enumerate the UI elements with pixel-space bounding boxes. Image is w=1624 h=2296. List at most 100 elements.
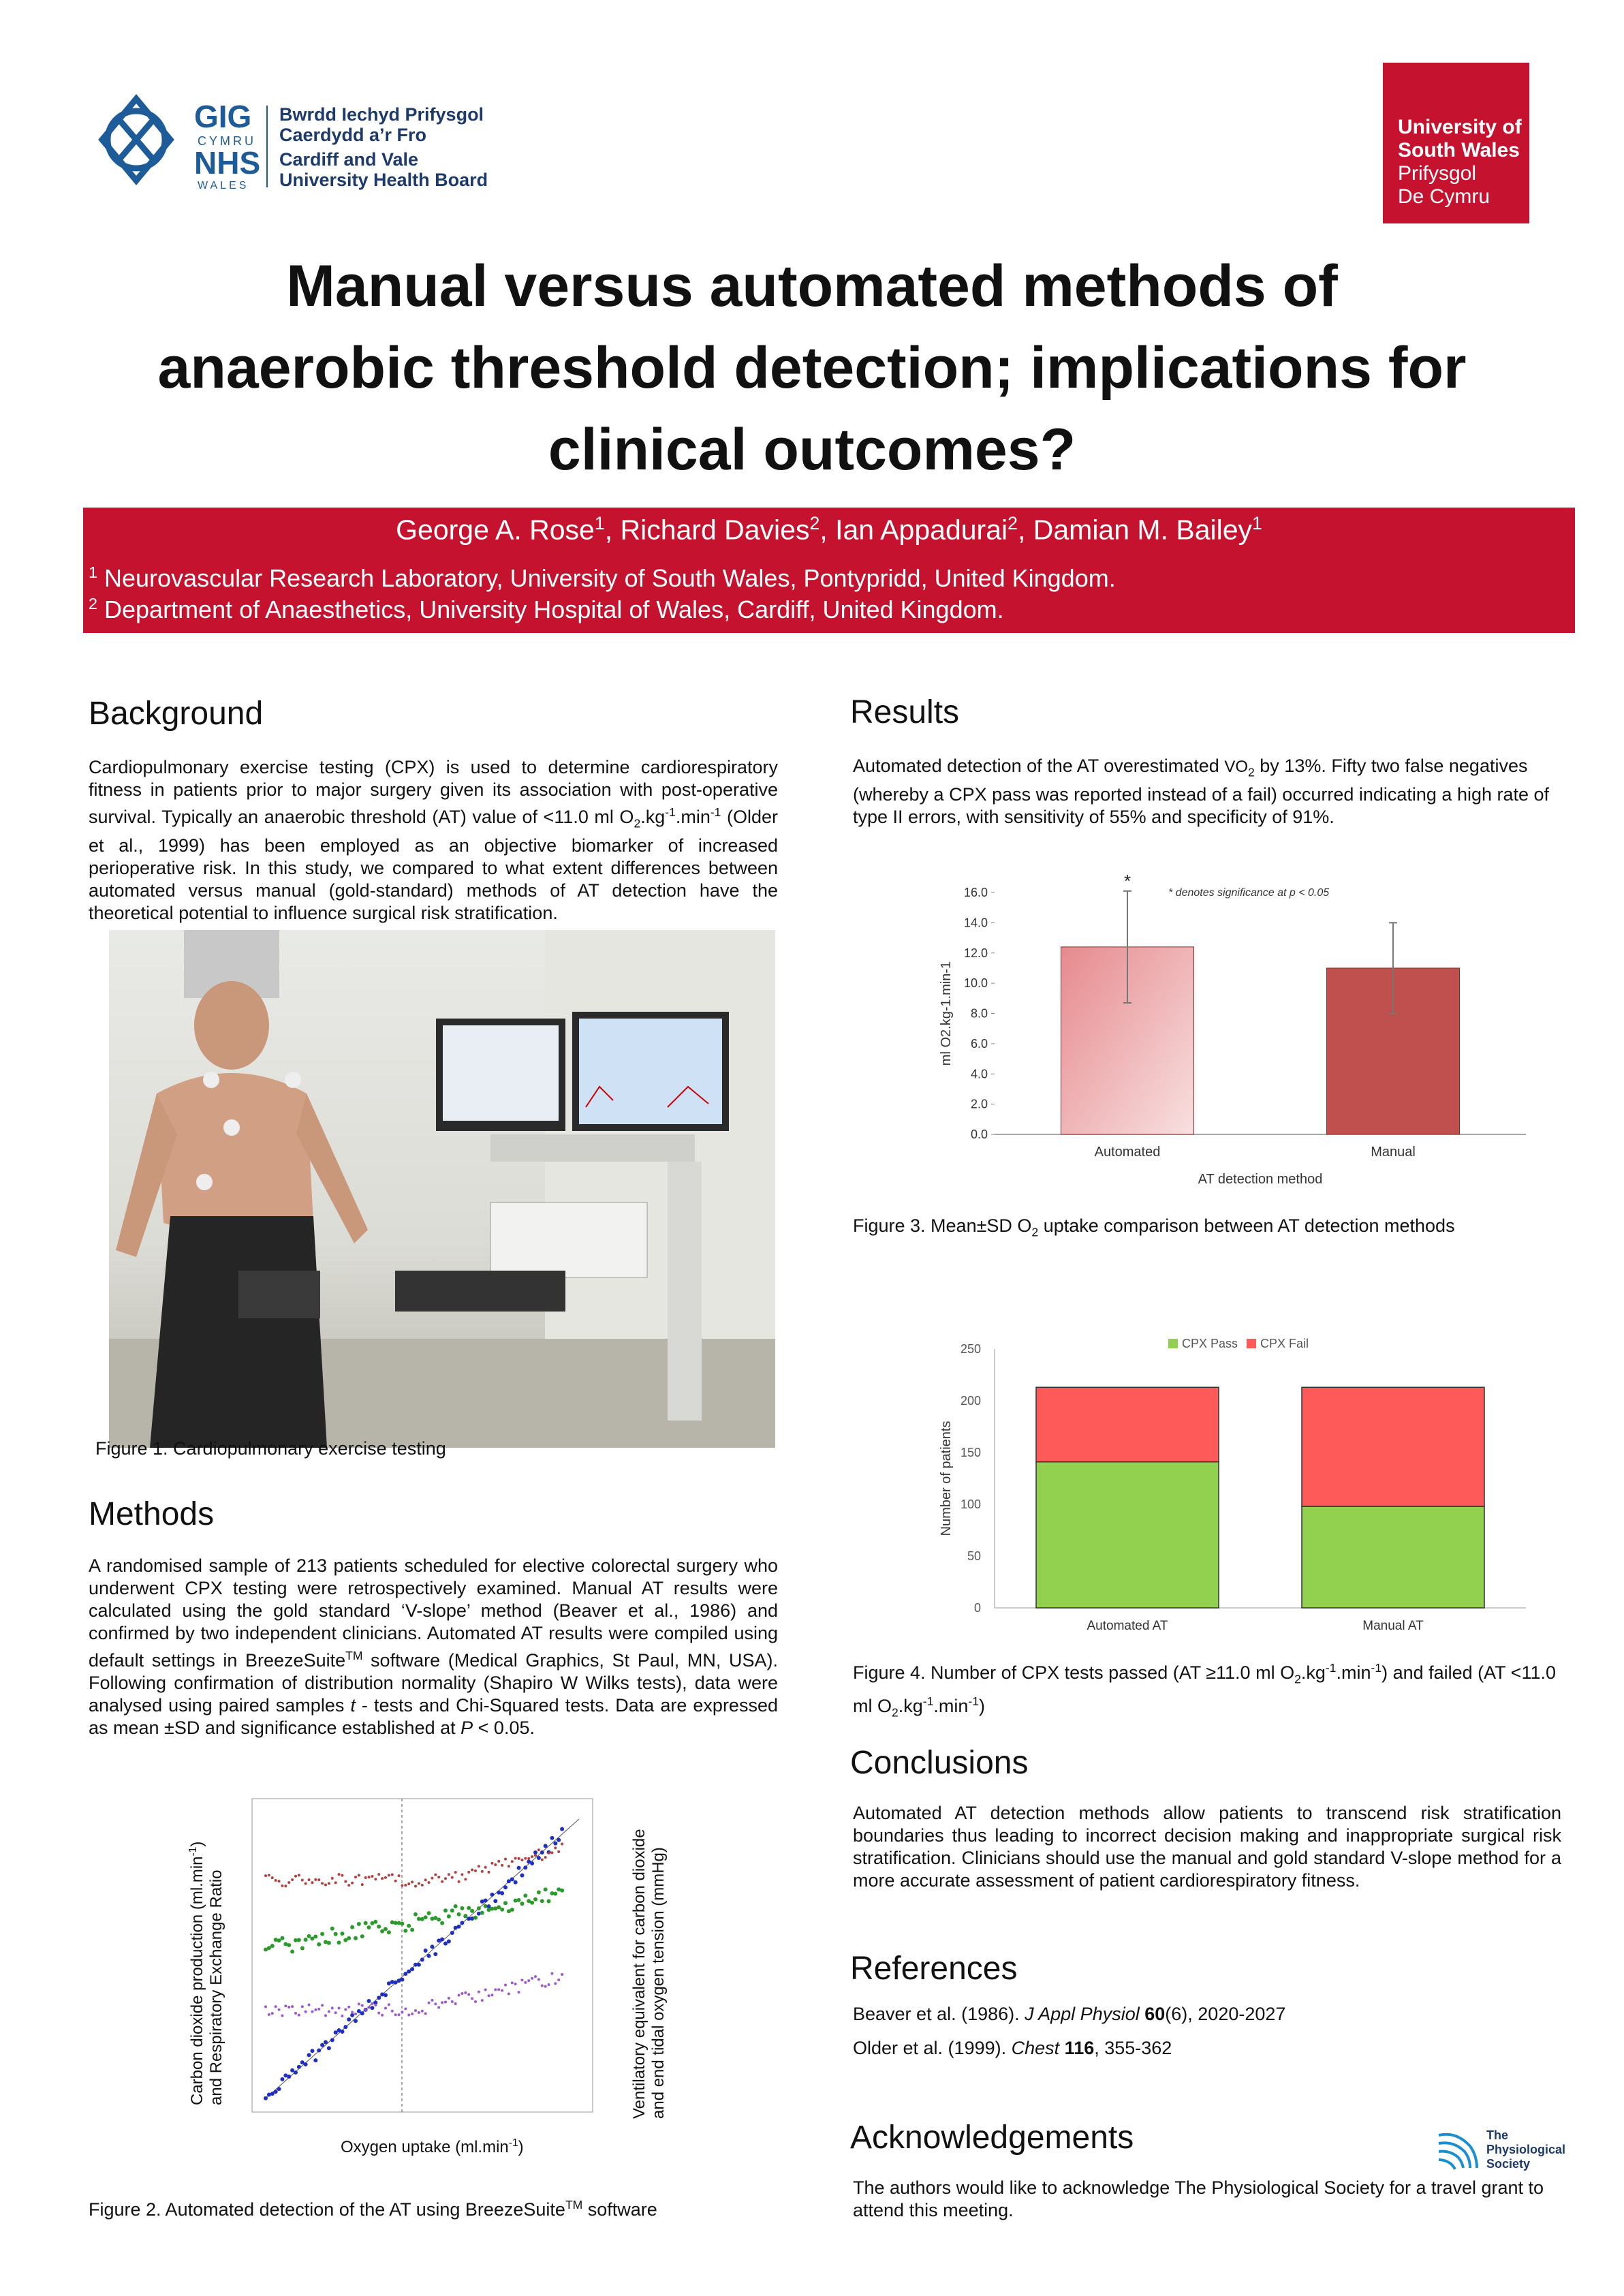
fig2-point xyxy=(510,1981,514,1985)
fig2-point xyxy=(277,1880,281,1883)
fig2-point xyxy=(287,1942,292,1947)
figure-2-right-label: Ventilatory equivalent for carbon dioxid… xyxy=(630,1829,668,2120)
fig2-point xyxy=(281,2014,284,2017)
fig2-point xyxy=(457,1880,460,1883)
methods-p-ital: P xyxy=(460,1718,473,1738)
fig2-point xyxy=(317,1878,321,1882)
fig2-point xyxy=(344,1880,347,1883)
fig2-point xyxy=(427,1881,431,1884)
fig2-point xyxy=(281,1884,284,1887)
fig2-point xyxy=(490,1892,495,1897)
fig2-point xyxy=(274,1878,277,1882)
bg-sub: 2 xyxy=(634,816,641,831)
fig2-point xyxy=(337,2006,341,2010)
fig2-point xyxy=(527,1979,531,1983)
fig2-point xyxy=(333,1932,338,1936)
fig2-point xyxy=(283,2073,288,2078)
fig4-ytick-label: 50 xyxy=(967,1549,981,1563)
fig2-point xyxy=(476,1911,481,1916)
fig2-point xyxy=(423,1949,428,1953)
affiliation-2-sup: 2 xyxy=(89,595,98,612)
fig2-point xyxy=(396,1921,401,1925)
fig2-point xyxy=(320,1932,325,1936)
author-4-sup: 1 xyxy=(1252,513,1262,533)
bg-sup2: -1 xyxy=(710,805,721,819)
fig2-point xyxy=(433,1952,438,1957)
fig2-point xyxy=(420,1957,424,1962)
physoc-line-3: Society xyxy=(1486,2157,1530,2171)
fig2-point xyxy=(337,1873,341,1876)
fig2-point xyxy=(486,1908,491,1912)
fig2-point xyxy=(540,1899,544,1904)
fig2-point xyxy=(317,2007,321,2011)
fig2-point xyxy=(460,1906,465,1910)
fig2-point xyxy=(370,2006,375,2011)
fig2-point xyxy=(330,1876,334,1880)
fig2-point xyxy=(441,1880,444,1883)
fig2-point xyxy=(431,1876,434,1880)
fig2-point xyxy=(503,1901,507,1906)
fig2-point xyxy=(340,2030,345,2034)
fig2-point xyxy=(360,2011,364,2016)
fig2-point xyxy=(470,1908,475,1913)
background-text: Cardiopulmonary exercise testing (CPX) i… xyxy=(89,756,778,925)
fig2-point xyxy=(381,1877,384,1880)
fig2-point xyxy=(414,2008,417,2012)
bg-sup1: -1 xyxy=(665,805,676,819)
fig4-cap-sup4: -1 xyxy=(968,1694,979,1709)
methods-t4: < 0.05. xyxy=(473,1718,535,1738)
fig2-point xyxy=(467,1993,471,1996)
fig2-point xyxy=(337,1940,341,1945)
fig2-point xyxy=(504,1857,507,1861)
fig2-point xyxy=(510,1877,514,1882)
acknowledgements-text: The authors would like to acknowledge Th… xyxy=(853,2177,1544,2220)
fig2-point xyxy=(426,1953,431,1958)
fig2-point xyxy=(540,1850,544,1855)
affiliation-1: 1 Neurovascular Research Laboratory, Uni… xyxy=(89,563,1116,593)
author-1-sup: 1 xyxy=(594,513,605,533)
figure-3-svg: 0.0 2.0 4.0 6.0 8.0 10.0 12.0 14.0 16.0 Automated… xyxy=(939,871,1526,1187)
fig2-point xyxy=(463,1914,468,1919)
fig2-point xyxy=(264,2005,267,2008)
fig2-point xyxy=(426,1911,431,1916)
fig2-point xyxy=(270,2092,275,2096)
title-line-3: clinical outcomes? xyxy=(548,417,1076,482)
fig2-point xyxy=(480,1999,484,2002)
fig2-point xyxy=(484,1865,487,1869)
fig2-point xyxy=(264,2096,268,2100)
fig2-point xyxy=(320,2043,325,2047)
fig2-point xyxy=(291,1878,294,1882)
fig2-point xyxy=(294,2070,298,2075)
fig2-point xyxy=(264,1947,268,1952)
ref2-authors: Older et al. (1999). xyxy=(853,2038,1012,2058)
fig2-point xyxy=(474,2000,477,2004)
fig2-point xyxy=(307,1878,311,1882)
nhs-text: NHS xyxy=(194,145,260,181)
fig2-point xyxy=(401,2011,404,2014)
fig2-point xyxy=(520,1902,525,1906)
fig2-point xyxy=(490,1861,494,1865)
fig2-point xyxy=(431,1998,434,2002)
figure-1-photo xyxy=(109,930,775,1448)
fig2-point xyxy=(410,1967,415,1972)
fig2-ylabel-left-2: ) xyxy=(188,1841,206,1847)
fig2-point xyxy=(447,1873,450,1876)
fig2-point xyxy=(437,1938,441,1943)
fig2-point xyxy=(404,2007,407,2011)
fig2-point xyxy=(374,1878,377,1881)
fig2-point xyxy=(444,1877,447,1880)
fig2-point xyxy=(367,1876,371,1879)
fig2-point xyxy=(424,1878,427,1882)
fig2-point xyxy=(493,1906,498,1911)
fig2-point xyxy=(523,1865,528,1870)
fig2-point xyxy=(311,2010,314,2013)
fig2-point xyxy=(371,1874,374,1878)
fig3-ytick-label: 2.0 xyxy=(971,1098,988,1111)
fig2-point xyxy=(403,1972,408,1976)
fig2-point xyxy=(357,1874,360,1877)
fig2-point xyxy=(533,1850,537,1855)
fig4-cap-sup3: -1 xyxy=(922,1694,934,1709)
fig2-point xyxy=(266,1946,271,1951)
fig2-point xyxy=(437,2006,441,2009)
fig2-point xyxy=(381,2013,384,2017)
